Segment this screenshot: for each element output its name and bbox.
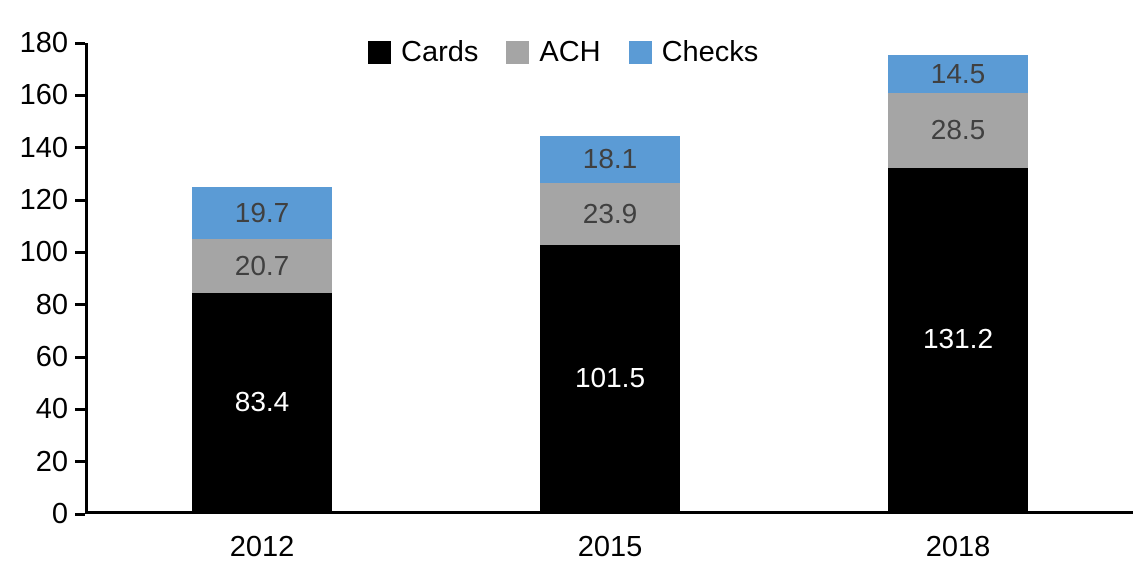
y-axis-tick-mark (75, 408, 85, 411)
legend-swatch-checks (628, 40, 652, 64)
legend-item: Checks (628, 35, 759, 68)
y-axis-tick-mark (75, 356, 85, 359)
segment-ach-2018: 28.5 (888, 93, 1028, 168)
y-axis-tick-label: 0 (51, 498, 68, 530)
segment-checks-2018: 14.5 (888, 55, 1028, 94)
segment-cards-2012: 83.4 (192, 292, 332, 511)
segment-checks-2015: 18.1 (540, 135, 680, 183)
y-axis-tick-label: 100 (19, 236, 68, 268)
y-axis-tick-label: 60 (35, 341, 68, 373)
data-label: 14.5 (930, 58, 986, 90)
y-axis-tick-mark (75, 199, 85, 202)
y-axis-tick-mark (75, 146, 85, 149)
data-label: 20.7 (234, 249, 290, 281)
data-label: 18.1 (582, 143, 638, 175)
x-axis-label: 2012 (229, 531, 295, 563)
y-axis-tick-label: 160 (19, 79, 68, 111)
y-axis-tick-mark (75, 251, 85, 254)
plot-area: 0 20 40 60 80 100 120 140 160 180 83.4 20.7 19.7 2012… (20, 29, 1133, 562)
legend-item: Cards (368, 35, 479, 68)
segment-cards-2015: 101.5 (540, 245, 680, 511)
y-axis-tick-mark (75, 303, 85, 306)
data-label: 19.7 (234, 196, 290, 228)
bar-2012: 83.4 20.7 19.7 (192, 187, 332, 511)
y-axis-tick-label: 40 (35, 393, 68, 425)
segment-cards-2018: 131.2 (888, 167, 1028, 511)
y-axis-tick-label: 180 (19, 27, 68, 59)
y-axis-tick-mark (75, 460, 85, 463)
y-axis-tick-label: 80 (35, 289, 68, 321)
legend-swatch-ach (506, 40, 530, 64)
chart-legend: Cards ACH Checks (368, 30, 758, 74)
y-axis-tick-label: 120 (19, 184, 68, 216)
bar-2015: 101.5 23.9 18.1 (540, 135, 680, 511)
data-label: 101.5 (574, 362, 646, 394)
segment-ach-2015: 23.9 (540, 182, 680, 246)
y-axis-tick-mark (75, 42, 85, 45)
y-axis-tick-mark (75, 94, 85, 97)
legend-label: ACH (539, 35, 601, 68)
legend-label: Checks (661, 35, 759, 68)
segment-checks-2012: 19.7 (192, 187, 332, 239)
x-axis-label: 2015 (577, 531, 643, 563)
y-axis-tick-mark (75, 513, 85, 516)
x-axis-label: 2018 (925, 531, 991, 563)
legend-swatch-cards (368, 40, 391, 64)
data-label: 83.4 (234, 385, 290, 417)
data-label: 131.2 (922, 323, 994, 355)
data-label: 23.9 (582, 198, 638, 230)
y-axis-tick-label: 20 (35, 446, 68, 478)
y-axis-tick-label: 140 (19, 132, 68, 164)
legend-label: Cards (401, 35, 479, 68)
legend-item: ACH (506, 35, 601, 68)
segment-ach-2012: 20.7 (192, 238, 332, 293)
data-label: 28.5 (930, 114, 986, 146)
bar-2018: 131.2 28.5 14.5 (888, 55, 1028, 511)
